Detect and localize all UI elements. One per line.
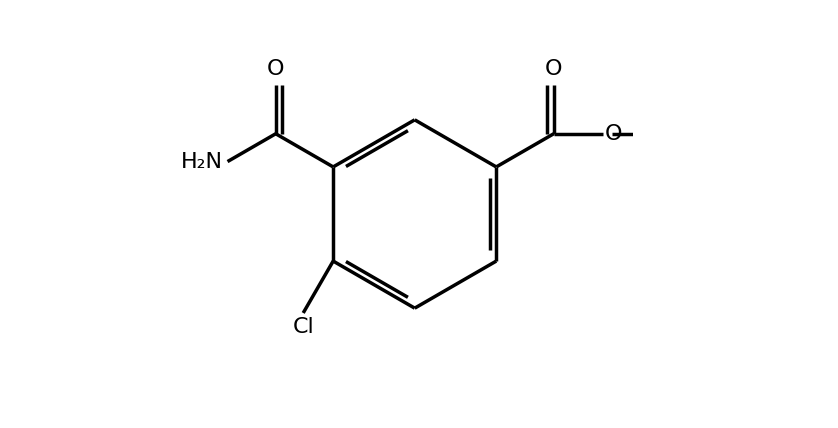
Text: Cl: Cl [292, 317, 314, 337]
Text: O: O [605, 124, 623, 144]
Text: H₂N: H₂N [181, 152, 223, 172]
Text: O: O [545, 59, 562, 80]
Text: O: O [267, 59, 284, 80]
